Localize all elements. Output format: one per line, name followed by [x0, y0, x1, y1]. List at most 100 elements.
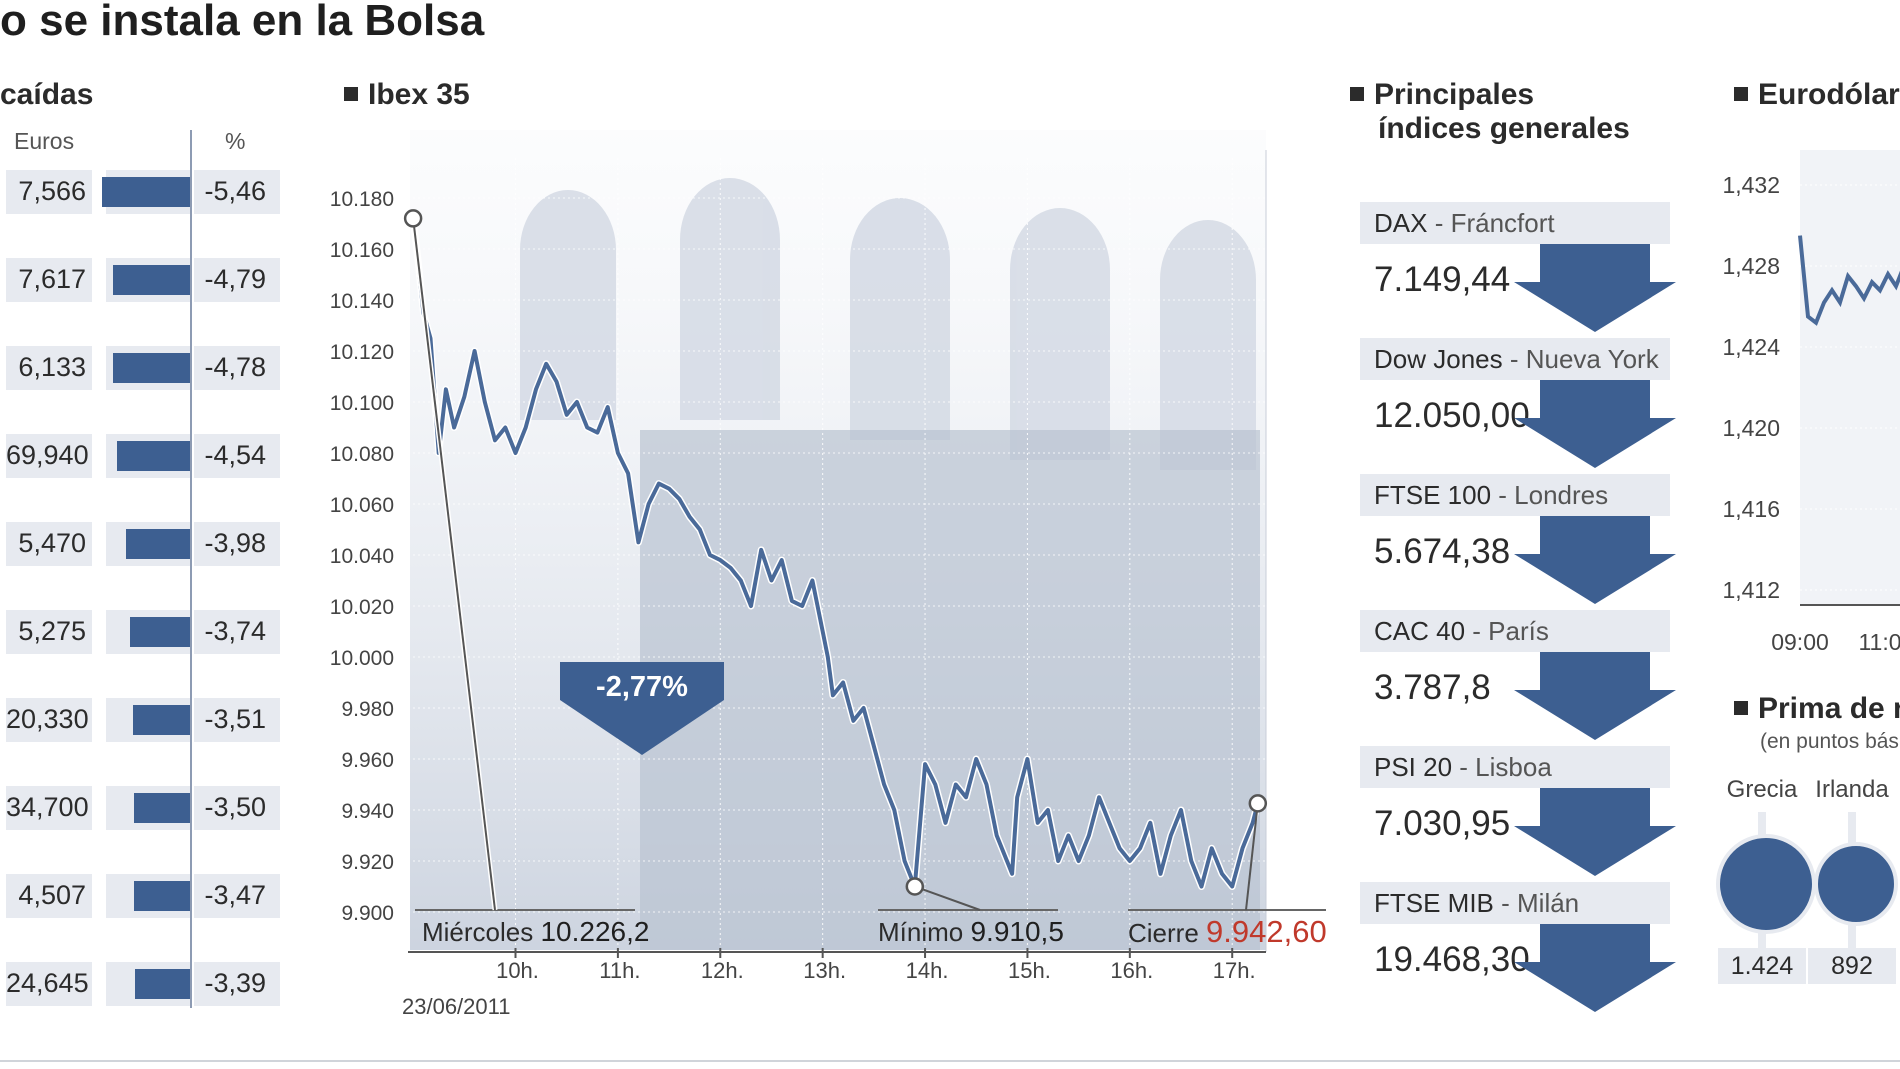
euros-cell — [6, 434, 92, 478]
pct-value: -3,39 — [204, 968, 266, 998]
left-table-title: caídas — [0, 78, 94, 111]
eurodollar-chart: 1,432 1,428 1,424 1,420 1,416 1,412 09:00 11:0 — [1722, 150, 1900, 655]
photo-background — [410, 130, 1266, 950]
pct-cell — [194, 786, 280, 830]
bullet-square-icon — [1734, 87, 1748, 101]
premium-value: 1.424 — [1718, 948, 1806, 984]
euros-cell — [6, 258, 92, 302]
ibex-line — [411, 218, 1260, 889]
min-label: Mínimo — [878, 917, 964, 947]
euros-cell — [6, 786, 92, 830]
y-tick-label: 10.020 — [330, 596, 394, 619]
euros-value: 7,566 — [18, 176, 86, 206]
index-label: PSI 20 - Lisboa — [1360, 746, 1670, 788]
chart-title: Ibex 35 — [344, 78, 470, 112]
bullet-square-icon — [1350, 87, 1364, 101]
eur-x-tick-label: 09:00 — [1771, 629, 1829, 655]
premium-country: Irlanda — [1815, 776, 1889, 803]
index-label: FTSE 100 - Londres — [1360, 474, 1670, 516]
fall-bar — [112, 353, 190, 383]
euros-value: 6,133 — [18, 352, 86, 382]
pct-value: -4,79 — [204, 264, 266, 294]
chart-date: 23/06/2011 — [402, 994, 511, 1019]
min-value: 9.910,5 — [970, 916, 1064, 947]
indices-title: Principales — [1350, 78, 1534, 112]
index-value: 5.674,38 — [1374, 532, 1511, 571]
euros-value: 4,507 — [18, 880, 86, 910]
fall-bar — [102, 177, 190, 207]
bullet-square-icon — [344, 87, 358, 101]
y-tick-label: 10.140 — [330, 290, 394, 313]
open-value: 10.226,2 — [540, 916, 650, 947]
open-label: Miércoles — [422, 917, 534, 947]
close-value: 9.942,60 — [1206, 914, 1327, 949]
index-city: - Fráncfort — [1427, 208, 1555, 238]
index-name: DAX — [1374, 208, 1428, 238]
premium-title-text: Prima de r — [1758, 692, 1900, 725]
pct-value: -3,74 — [204, 616, 266, 646]
indices-title-line2: índices generales — [1378, 112, 1630, 145]
y-tick-label: 10.000 — [330, 647, 394, 670]
euros-value: 20,330 — [6, 704, 89, 734]
change-label: -2,77% — [596, 671, 688, 703]
ibex-grid — [408, 150, 1267, 952]
eur-y-tick-label: 1,412 — [1722, 577, 1780, 603]
y-tick-label: 9.920 — [341, 851, 394, 874]
pct-cell — [194, 434, 280, 478]
fall-bar — [133, 705, 190, 735]
pct-value: -4,78 — [204, 352, 266, 382]
bullet-square-icon — [1734, 701, 1748, 715]
pct-value: -3,47 — [204, 880, 266, 910]
x-tick-label: 14h. — [906, 958, 949, 983]
y-tick-label: 10.160 — [330, 239, 394, 262]
fall-bar — [125, 529, 190, 559]
pct-cell — [194, 962, 280, 1006]
y-tick-label: 10.120 — [330, 341, 394, 364]
pct-value: -4,54 — [204, 440, 266, 470]
close-label: Cierre — [1128, 918, 1199, 948]
ibex-y-ticks: 10.180 10.160 10.140 10.120 10.100 10.080 10.0… — [330, 188, 394, 925]
chart-title-text: Ibex 35 — [368, 78, 470, 111]
eur-x-tick-label: 11:0 — [1858, 629, 1900, 655]
euros-cell — [6, 346, 92, 390]
ibex-chart: 10.180 10.160 10.140 10.120 10.100 10.080 10.0… — [330, 130, 1326, 983]
euros-cell — [6, 170, 92, 214]
pct-cell — [194, 258, 280, 302]
down-arrow-icon — [1514, 652, 1676, 740]
x-tick-label: 16h. — [1110, 958, 1153, 983]
x-tick-label: 17h. — [1213, 958, 1256, 983]
index-label: Dow Jones - Nueva York — [1360, 338, 1670, 380]
y-tick-label: 9.980 — [341, 698, 394, 721]
eur-y-tick-label: 1,420 — [1722, 415, 1780, 441]
flag-icon — [1716, 834, 1816, 934]
pct-value: -3,98 — [204, 528, 266, 558]
euros-cell — [6, 698, 92, 742]
pct-cell — [194, 874, 280, 918]
open-leader — [412, 218, 496, 911]
index-label: CAC 40 - París — [1360, 610, 1670, 652]
index-city: - Lisboa — [1452, 752, 1552, 782]
index-city: - Londres — [1491, 480, 1609, 510]
premium-country: Grecia — [1726, 776, 1798, 803]
fall-bar — [133, 793, 190, 823]
fall-bar — [116, 441, 190, 471]
headline: o se instala en la Bolsa — [0, 0, 485, 45]
index-value: 19.468,30 — [1374, 940, 1530, 979]
eurodollar-title: Eurodólar — [1734, 78, 1900, 112]
col-euros-header: Euros — [14, 128, 75, 154]
x-tick-label: 11h. — [599, 958, 640, 983]
index-name: FTSE MIB — [1374, 888, 1494, 918]
close-annotation: Cierre 9.942,60 — [1128, 914, 1327, 950]
min-annotation: Mínimo 9.910,5 — [878, 916, 1064, 948]
indices-arrows — [1514, 244, 1676, 1012]
premium-title: Prima de r — [1734, 692, 1900, 726]
bottom-rule — [0, 1060, 1900, 1062]
y-tick-label: 10.040 — [330, 545, 394, 568]
eur-y-tick-label: 1,428 — [1722, 253, 1780, 279]
down-arrow-icon — [1514, 788, 1676, 876]
index-city: - París — [1465, 616, 1549, 646]
index-name: FTSE 100 — [1374, 480, 1492, 510]
euros-cell — [6, 874, 92, 918]
euros-value: 7,617 — [18, 264, 86, 294]
down-arrow-icon — [1514, 244, 1676, 332]
